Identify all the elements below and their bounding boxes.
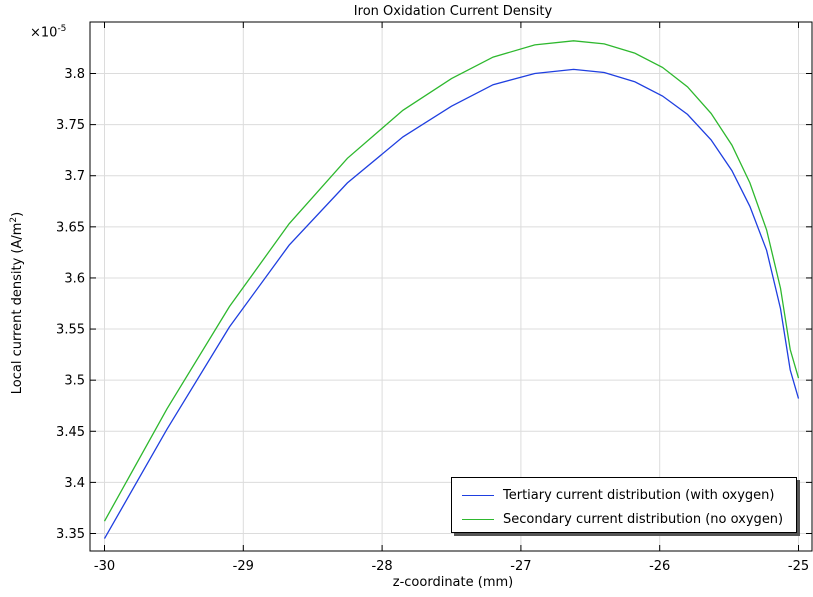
x-tick-label: -25	[788, 559, 809, 574]
y-tick-label: 3.5	[64, 374, 85, 389]
series-line-tertiary	[103, 68, 800, 539]
y-axis-label-end: )	[10, 211, 26, 217]
legend-item-secondary: Secondary current distribution (no oxyge…	[462, 510, 783, 528]
x-tick-label: -27	[510, 559, 531, 574]
x-axis-label: z-coordinate (mm)	[392, 575, 514, 590]
x-tick-label: -26	[649, 559, 670, 574]
legend: Tertiary current distribution (with oxyg…	[451, 477, 797, 533]
y-axis-label-superscript: 2	[8, 216, 19, 223]
y-tick-label: 3.55	[56, 323, 85, 338]
chart-title: Iron Oxidation Current Density	[353, 4, 553, 19]
y-axis-multiplier-exponent: -5	[57, 24, 67, 34]
y-axis-multiplier-base: ×10	[30, 25, 58, 41]
y-tick-label: 3.65	[56, 220, 85, 235]
plot-frame	[89, 21, 813, 552]
y-tick-label: 3.6	[64, 271, 85, 286]
legend-item-tertiary: Tertiary current distribution (with oxyg…	[462, 486, 774, 504]
y-tick-label: 3.45	[56, 425, 85, 440]
y-tick-label: 3.4	[64, 476, 85, 491]
legend-label-secondary: Secondary current distribution (no oxyge…	[503, 511, 784, 527]
y-tick-label: 3.35	[56, 527, 85, 542]
x-tick-label: -30	[94, 559, 115, 574]
x-tick-label: -28	[371, 559, 392, 574]
y-tick-label: 3.7	[64, 169, 85, 184]
y-axis-multiplier: ×10-5	[30, 24, 66, 40]
legend-swatch-secondary	[462, 518, 494, 520]
y-axis-label-text: Local current density (A/m	[10, 222, 26, 395]
y-tick-label: 3.75	[56, 118, 85, 133]
y-tick-label: 3.8	[64, 67, 85, 82]
legend-label-tertiary: Tertiary current distribution (with oxyg…	[503, 487, 775, 503]
x-tick-label: -29	[233, 559, 254, 574]
y-axis-label: Local current density (A/m2)	[9, 212, 25, 394]
series-line-secondary	[103, 40, 800, 522]
legend-swatch-tertiary	[462, 494, 494, 496]
